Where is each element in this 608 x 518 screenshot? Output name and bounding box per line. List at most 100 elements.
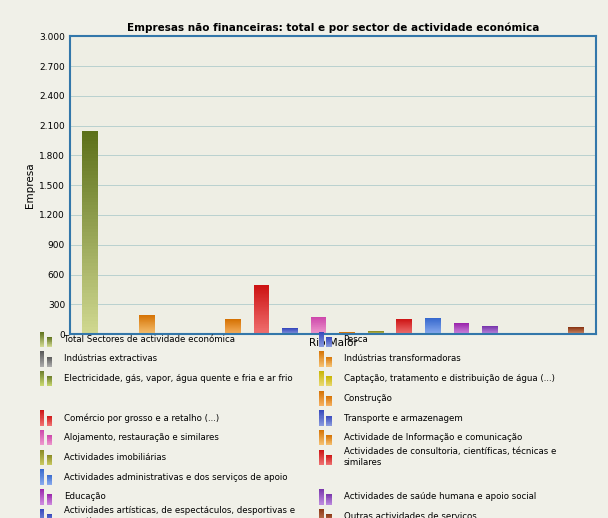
Bar xyxy=(39,333,44,334)
Bar xyxy=(82,327,98,330)
Bar xyxy=(82,185,98,188)
X-axis label: Rio Maior: Rio Maior xyxy=(308,338,358,348)
Bar xyxy=(319,363,324,364)
Bar xyxy=(319,334,324,335)
Bar xyxy=(39,474,44,476)
Bar xyxy=(319,374,324,375)
Bar xyxy=(254,291,269,292)
Bar xyxy=(254,333,269,334)
Bar xyxy=(319,371,324,372)
Bar xyxy=(82,222,98,225)
Bar xyxy=(39,357,44,358)
Bar xyxy=(326,415,332,416)
Bar xyxy=(319,393,324,394)
Bar xyxy=(39,381,44,382)
Text: Indústrias transformadoras: Indústrias transformadoras xyxy=(344,354,460,364)
Bar xyxy=(319,499,324,500)
Bar xyxy=(47,482,52,483)
Bar xyxy=(319,514,324,515)
Bar xyxy=(319,432,324,433)
Bar xyxy=(47,480,52,481)
Bar xyxy=(326,440,332,441)
Bar xyxy=(47,457,52,458)
Bar xyxy=(254,313,269,314)
Bar xyxy=(82,219,98,222)
Bar xyxy=(254,328,269,329)
Bar xyxy=(319,455,324,456)
Bar xyxy=(47,362,52,363)
Bar xyxy=(39,361,44,362)
Bar xyxy=(326,340,332,341)
Bar xyxy=(39,498,44,499)
Bar xyxy=(319,372,324,373)
Bar xyxy=(39,384,44,385)
Bar xyxy=(326,421,332,422)
Bar xyxy=(39,432,44,433)
Bar xyxy=(47,339,52,340)
Text: Captação, tratamento e distribuição de água (...): Captação, tratamento e distribuição de á… xyxy=(344,374,554,383)
Text: Pesca: Pesca xyxy=(344,335,368,344)
Bar xyxy=(39,353,44,354)
Bar xyxy=(319,437,324,438)
Bar xyxy=(319,376,324,377)
Bar xyxy=(319,436,324,437)
Bar xyxy=(319,365,324,366)
Bar xyxy=(82,256,98,260)
Bar xyxy=(319,456,324,457)
Bar xyxy=(82,297,98,300)
Bar xyxy=(82,270,98,273)
Bar xyxy=(319,498,324,499)
Bar xyxy=(319,351,324,352)
Bar xyxy=(39,430,44,431)
Bar xyxy=(47,365,52,366)
Bar xyxy=(47,478,52,479)
Bar xyxy=(47,418,52,419)
Bar xyxy=(47,378,52,379)
Bar xyxy=(254,298,269,299)
Bar xyxy=(326,502,332,503)
Bar xyxy=(326,435,332,436)
Bar xyxy=(319,354,324,355)
Bar xyxy=(326,361,332,362)
Text: Electricidade, gás, vapor, água quente e fria e ar frio: Electricidade, gás, vapor, água quente e… xyxy=(64,374,292,383)
Bar xyxy=(82,151,98,154)
Bar xyxy=(47,377,52,378)
Bar xyxy=(326,385,332,386)
Bar xyxy=(82,137,98,141)
Bar xyxy=(47,363,52,364)
Text: Comércio por grosso e a retalho (...): Comércio por grosso e a retalho (...) xyxy=(64,413,219,423)
Bar xyxy=(326,456,332,457)
Bar xyxy=(47,416,52,417)
Bar xyxy=(319,399,324,400)
Bar xyxy=(326,380,332,381)
Bar xyxy=(319,418,324,419)
Bar xyxy=(47,517,52,518)
Bar xyxy=(47,495,52,496)
Bar xyxy=(39,420,44,421)
Bar xyxy=(319,342,324,343)
Bar xyxy=(326,418,332,419)
Bar xyxy=(326,365,332,366)
Bar xyxy=(254,316,269,317)
Bar xyxy=(326,403,332,404)
Bar xyxy=(254,329,269,330)
Bar xyxy=(47,462,52,463)
Bar xyxy=(39,480,44,481)
Bar xyxy=(82,171,98,175)
Bar xyxy=(47,500,52,501)
Bar xyxy=(254,296,269,297)
Bar xyxy=(326,462,332,463)
Bar xyxy=(82,154,98,157)
Bar xyxy=(39,377,44,378)
Bar xyxy=(47,361,52,362)
Bar xyxy=(39,512,44,513)
Bar xyxy=(47,456,52,457)
Bar xyxy=(319,375,324,376)
Bar xyxy=(82,192,98,195)
Bar xyxy=(319,490,324,491)
Bar xyxy=(47,439,52,440)
Bar xyxy=(82,317,98,321)
Bar xyxy=(326,497,332,498)
Bar xyxy=(319,340,324,341)
Bar xyxy=(254,300,269,301)
